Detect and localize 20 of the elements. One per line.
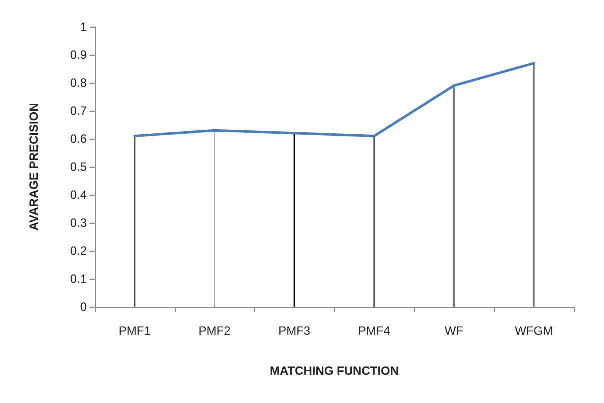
y-tick-label: 0 [80, 300, 88, 314]
x-tick-label: PMF2 [198, 324, 232, 338]
x-tick-label: WFGM [515, 324, 554, 338]
x-tick-label: WF [444, 324, 464, 338]
y-axis-title: AVARAGE PRECISION [27, 103, 41, 231]
y-tick-label: 0.7 [70, 104, 88, 118]
y-tick-label: 1 [80, 20, 88, 34]
y-tick-label: 0.4 [70, 188, 88, 202]
y-tick-label: 0.9 [70, 48, 88, 62]
y-tick-label: 0.6 [70, 132, 88, 146]
y-tick-label: 0.1 [70, 272, 88, 286]
x-tick-label: PMF1 [118, 324, 152, 338]
x-tick-label: PMF4 [358, 324, 391, 338]
y-tick-label: 0.3 [70, 216, 88, 230]
y-tick-label: 0.5 [70, 160, 88, 174]
x-tick-label: PMF3 [278, 324, 311, 338]
x-axis-title: MATCHING FUNCTION [270, 364, 400, 378]
y-tick-label: 0.8 [70, 76, 88, 90]
line-series [134, 62, 536, 138]
y-tick-label: 0.2 [70, 244, 88, 258]
